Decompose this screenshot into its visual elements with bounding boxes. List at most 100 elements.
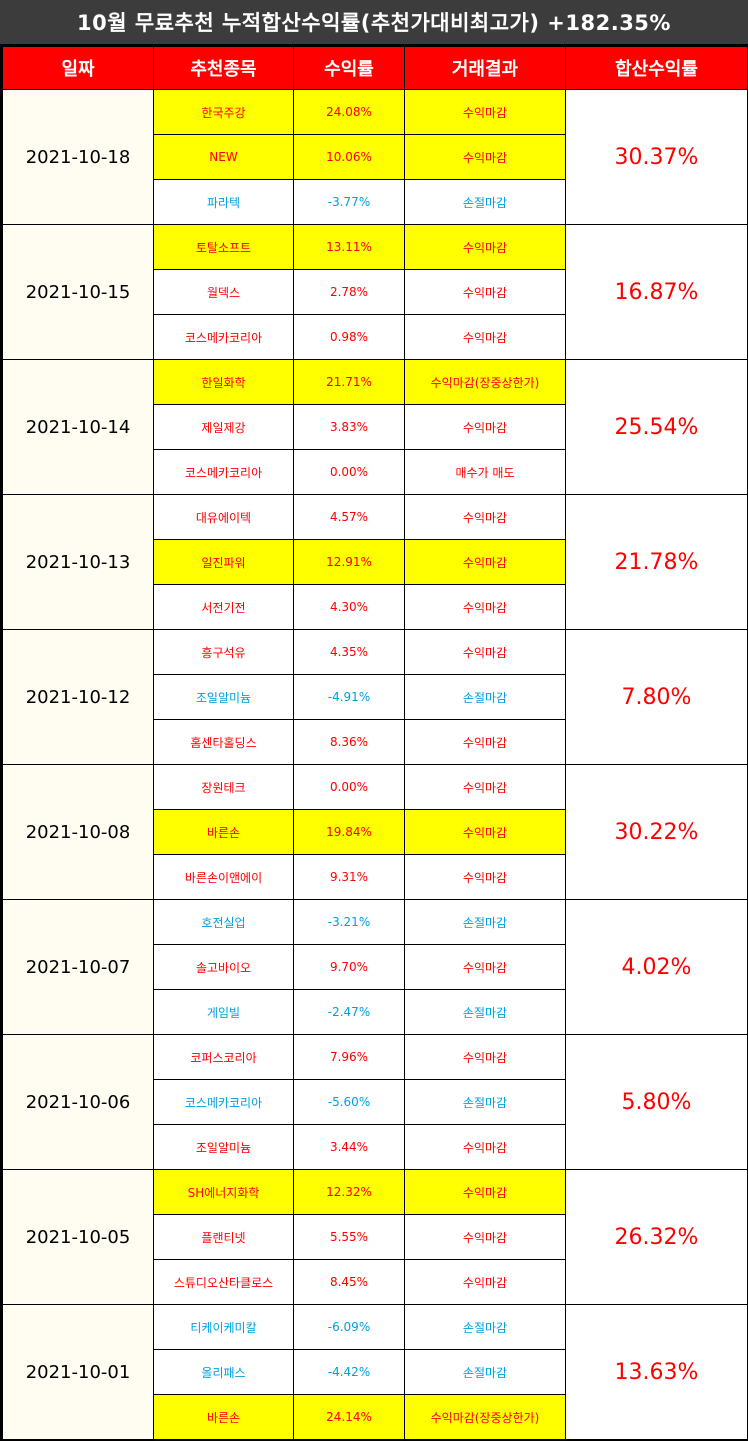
rate-cell: 0.00% (293, 449, 405, 495)
stock-name-cell: SH에너지화학 (153, 1169, 294, 1215)
stock-name-cell: 토탈소프트 (153, 224, 294, 270)
stock-name-cell: 바른손 (153, 1394, 294, 1440)
rate-cell: 19.84% (293, 809, 405, 855)
result-cell: 손절마감 (404, 1349, 566, 1395)
header-stock: 추천종목 (153, 46, 294, 90)
table-row: 2021-10-18 한국주강 24.08% 수익마감 30.37% (2, 89, 748, 225)
rate-cell: 13.11% (293, 224, 405, 270)
stock-name-cell: 한국주강 (153, 89, 294, 135)
date-cell: 2021-10-01 (2, 1304, 154, 1440)
rate-cell: 7.96% (293, 1034, 405, 1080)
stock-name-cell: 게임빌 (153, 989, 294, 1035)
table-body: 2021-10-18 한국주강 24.08% 수익마감 30.37% NEW 10.06% 수… (2, 89, 748, 1440)
rate-cell: 8.36% (293, 719, 405, 765)
sum-rate-cell: 30.37% (565, 89, 748, 225)
stock-name-cell: 일진파워 (153, 539, 294, 585)
header-sum: 합산수익률 (565, 46, 748, 90)
result-cell: 수익마감 (404, 1259, 566, 1305)
stock-name-cell: 서전기전 (153, 584, 294, 630)
table-row: 조일알미늄 3.44% 수익마감 (3, 1124, 748, 1170)
date-cell: 2021-10-08 (2, 764, 154, 900)
recommendation-table: 일짜 추천종목 수익률 거래결과 합산수익률 2021-10-18 한국주강 24.… (2, 46, 748, 1440)
sum-rate-cell: 4.02% (565, 899, 748, 1035)
date-cell: 2021-10-18 (2, 89, 154, 225)
rate-cell: 3.44% (293, 1124, 405, 1170)
result-cell: 수익마감 (404, 809, 566, 855)
sum-rate-cell: 5.80% (565, 1034, 748, 1170)
result-cell: 수익마감 (404, 719, 566, 765)
stock-name-cell: 코퍼스코리아 (153, 1034, 294, 1080)
table-row: 2021-10-06 코퍼스코리아 7.96% 수익마감 5.80% (2, 1034, 748, 1170)
rate-cell: 4.57% (293, 494, 405, 540)
stock-name-cell: 월덱스 (153, 269, 294, 315)
stock-name-cell: 코스메카코리아 (153, 314, 294, 360)
stock-name-cell: 대유에이텍 (153, 494, 294, 540)
result-cell: 수익마감 (404, 1034, 566, 1080)
rate-cell: -2.47% (293, 989, 405, 1035)
date-cell: 2021-10-15 (2, 224, 154, 360)
table-row: 올리패스 -4.42% 손절마감 (3, 1349, 748, 1395)
table-row: 파라텍 -3.77% 손절마감 (3, 179, 748, 225)
sum-rate-cell: 21.78% (565, 494, 748, 630)
date-cell: 2021-10-05 (2, 1169, 154, 1305)
result-cell: 손절마감 (404, 1079, 566, 1125)
rate-cell: -6.09% (293, 1304, 405, 1350)
table-row: 일진파워 12.91% 수익마감 (3, 539, 748, 585)
result-cell: 손절마감 (404, 179, 566, 225)
result-cell: 손절마감 (404, 989, 566, 1035)
sum-rate-cell: 30.22% (565, 764, 748, 900)
stock-name-cell: 올리패스 (153, 1349, 294, 1395)
rate-cell: 3.83% (293, 404, 405, 450)
date-cell: 2021-10-12 (2, 629, 154, 765)
result-cell: 수익마감 (404, 269, 566, 315)
stock-name-cell: 플랜티넷 (153, 1214, 294, 1260)
stock-name-cell: 홈센타홀딩스 (153, 719, 294, 765)
rate-cell: 10.06% (293, 134, 405, 180)
table-row: 2021-10-01 티케이케미칼 -6.09% 손절마감 13.63% (2, 1304, 748, 1440)
result-cell: 수익마감 (404, 494, 566, 540)
table-row: 서전기전 4.30% 수익마감 (3, 584, 748, 630)
result-cell: 수익마감 (404, 1169, 566, 1215)
stock-name-cell: 조일알미늄 (153, 674, 294, 720)
rate-cell: -4.42% (293, 1349, 405, 1395)
header-rate: 수익률 (293, 46, 405, 90)
stock-name-cell: 파라텍 (153, 179, 294, 225)
result-cell: 손절마감 (404, 674, 566, 720)
result-cell: 손절마감 (404, 1304, 566, 1350)
table-row: NEW 10.06% 수익마감 (3, 134, 748, 180)
sum-rate-cell: 25.54% (565, 359, 748, 495)
table-row: 코스메카코리아 0.00% 매수가 매도 (3, 449, 748, 495)
result-cell: 수익마감 (404, 944, 566, 990)
result-cell: 수익마감 (404, 539, 566, 585)
result-cell: 수익마감 (404, 1214, 566, 1260)
rate-cell: 24.14% (293, 1394, 405, 1440)
table-row: 바른손 24.14% 수익마감(장중상한가) (3, 1394, 748, 1440)
table-row: 코스메카코리아 0.98% 수익마감 (3, 314, 748, 360)
rate-cell: 2.78% (293, 269, 405, 315)
stock-name-cell: 스튜디오산타클로스 (153, 1259, 294, 1305)
rate-cell: 21.71% (293, 359, 405, 405)
result-cell: 수익마감 (404, 404, 566, 450)
rate-cell: 24.08% (293, 89, 405, 135)
stock-name-cell: 바른손이앤에이 (153, 854, 294, 900)
table-row: 게임빌 -2.47% 손절마감 (3, 989, 748, 1035)
stock-name-cell: 코스메카코리아 (153, 449, 294, 495)
table-row: 2021-10-07 호전실업 -3.21% 손절마감 4.02% (2, 899, 748, 1035)
result-cell: 수익마감 (404, 89, 566, 135)
stock-name-cell: 제일제강 (153, 404, 294, 450)
result-cell: 손절마감 (404, 899, 566, 945)
stock-name-cell: 바른손 (153, 809, 294, 855)
stock-name-cell: 장원테크 (153, 764, 294, 810)
rate-cell: 12.32% (293, 1169, 405, 1215)
sum-rate-cell: 7.80% (565, 629, 748, 765)
table-row: 바른손이앤에이 9.31% 수익마감 (3, 854, 748, 900)
rate-cell: 4.35% (293, 629, 405, 675)
date-cell: 2021-10-13 (2, 494, 154, 630)
rate-cell: 0.98% (293, 314, 405, 360)
header-date: 일짜 (2, 46, 154, 90)
result-cell: 수익마감(장중상한가) (404, 359, 566, 405)
sum-rate-cell: 26.32% (565, 1169, 748, 1305)
stock-name-cell: 흥구석유 (153, 629, 294, 675)
result-cell: 수익마감 (404, 629, 566, 675)
table-row: 조일알미늄 -4.91% 손절마감 (3, 674, 748, 720)
